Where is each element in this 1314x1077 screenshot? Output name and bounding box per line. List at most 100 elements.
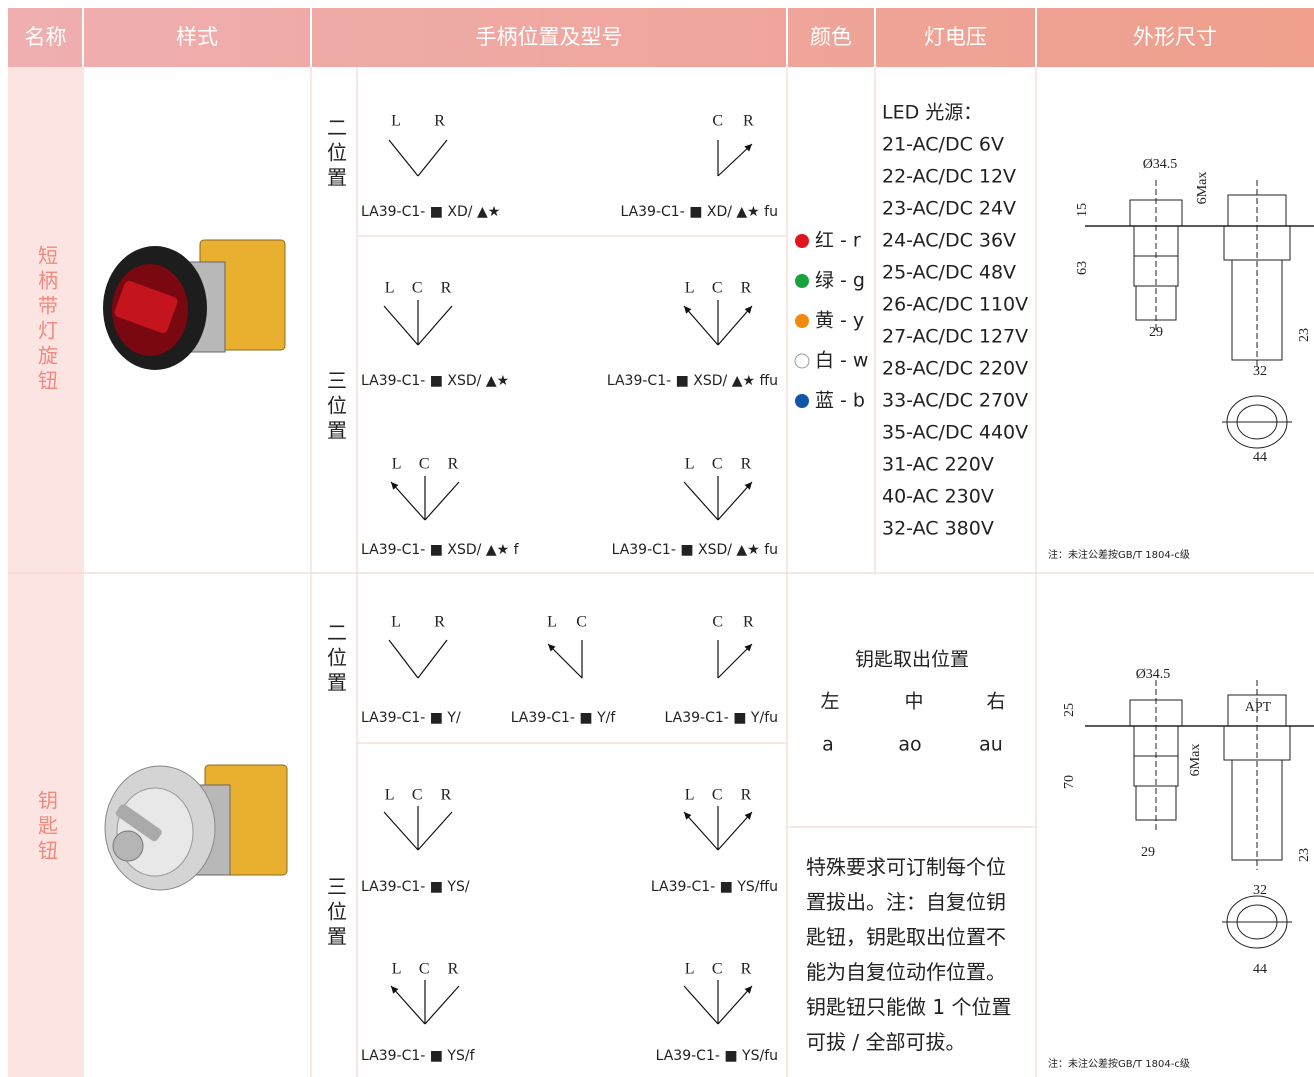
- name-column-bg: [8, 67, 82, 1077]
- knob-handle: [114, 280, 178, 334]
- diagram-arrow: [684, 306, 692, 314]
- diagram-line: [388, 639, 419, 679]
- diagram-line: [417, 811, 453, 851]
- color-dot: [794, 353, 810, 369]
- diagram-line: [717, 811, 753, 851]
- header-cell: 名称: [25, 25, 67, 49]
- model-code: LA39-C1- ■ YS/ffu: [651, 879, 778, 895]
- diagram-line: [717, 481, 753, 521]
- model-code: LA39-C1- ■ XSD/ ▲★: [361, 373, 509, 389]
- diagram-line: [717, 643, 753, 679]
- position-letters: L C R: [685, 787, 752, 804]
- model-code: LA39-C1- ■ YS/fu: [656, 1048, 778, 1064]
- color-dot: [795, 274, 809, 288]
- diagram-line: [388, 139, 419, 177]
- voltage-item: 26-AC/DC 110V: [882, 294, 1028, 316]
- diagram-arrow: [744, 306, 752, 314]
- position-label: 二位置: [324, 117, 348, 192]
- voltage-item: 21-AC/DC 6V: [882, 134, 1004, 156]
- dimension-label: 44: [1253, 962, 1267, 977]
- voltage-item: 27-AC/DC 127V: [882, 326, 1028, 348]
- dimension-label: APT: [1245, 700, 1272, 715]
- diagram-line: [717, 305, 753, 346]
- color-item: 白 - w: [815, 350, 868, 372]
- product-name: 短柄带灯旋钮: [35, 245, 59, 395]
- dimension-note: 注：未注公差按GB/T 1804-c级: [1048, 1057, 1190, 1070]
- dimension-label: 32: [1253, 364, 1267, 379]
- model-code: LA39-C1- ■ Y/: [361, 710, 461, 726]
- key-column: 右: [986, 691, 1005, 713]
- voltage-item: 28-AC/DC 220V: [882, 358, 1028, 380]
- key-column: 左: [820, 691, 839, 713]
- diagram-arrow: [744, 986, 752, 994]
- dimension-note: 注：未注公差按GB/T 1804-c级: [1048, 548, 1190, 561]
- position-letters: L C R: [685, 961, 752, 978]
- diagram-line: [683, 811, 719, 851]
- voltage-item: 23-AC/DC 24V: [882, 198, 1016, 220]
- color-dot: [795, 314, 809, 328]
- key-code: a: [822, 734, 834, 756]
- diagram-line: [683, 985, 719, 1025]
- dimension-label: Ø34.5: [1143, 157, 1178, 172]
- color-item: 绿 - g: [815, 270, 865, 292]
- position-letters: L R: [391, 614, 445, 631]
- diagram-line: [417, 139, 448, 177]
- model-code: LA39-C1- ■ XD/ ▲★: [361, 204, 500, 220]
- key-column: 中: [904, 691, 923, 713]
- model-code: LA39-C1- ■ Y/f: [511, 710, 617, 726]
- voltage-item: 31-AC 220V: [882, 454, 994, 476]
- diagram-line: [424, 481, 460, 521]
- special-note: 特殊要求可订制每个位置拔出。注：自复位钥匙钮，钥匙取出位置不能为自复位动作位置。…: [806, 855, 1012, 1054]
- dimension-label: 29: [1149, 325, 1163, 340]
- key-title: 钥匙取出位置: [855, 649, 969, 671]
- diagram-arrow: [744, 812, 752, 820]
- voltage-item: 25-AC/DC 48V: [882, 262, 1016, 284]
- position-letters: L C R: [385, 280, 452, 297]
- voltage-item: 24-AC/DC 36V: [882, 230, 1016, 252]
- position-label: 二位置: [324, 622, 348, 697]
- color-item: 黄 - y: [815, 310, 864, 332]
- voltage-item: 32-AC 380V: [882, 518, 994, 540]
- diagram-line: [383, 305, 419, 346]
- header-cell: 样式: [176, 25, 218, 49]
- dimension-label: 32: [1253, 883, 1267, 898]
- position-label: 三位置: [324, 370, 348, 445]
- position-letters: L C R: [685, 280, 752, 297]
- diagram-line: [547, 643, 583, 679]
- header-cell: 手柄位置及型号: [476, 25, 623, 49]
- color-item: 红 - r: [815, 230, 861, 252]
- diagram-arrow: [744, 644, 752, 652]
- diagram-line: [683, 305, 719, 346]
- dimension-label: 6Max: [1188, 744, 1203, 777]
- dimension-label: Ø34.5: [1136, 667, 1171, 682]
- diagram-arrow: [684, 812, 692, 820]
- dimension-label: 23: [1297, 848, 1312, 862]
- diagram-arrow: [391, 482, 399, 490]
- header-cell: 灯电压: [924, 25, 987, 49]
- dimension-label: 6Max: [1195, 172, 1210, 205]
- position-letters: L C R: [385, 787, 452, 804]
- position-letters: L R: [391, 113, 445, 130]
- position-letters: L C: [547, 614, 587, 631]
- dimension-label: 25: [1062, 703, 1077, 717]
- diagram-line: [390, 481, 426, 521]
- position-letters: L C R: [392, 961, 459, 978]
- dimension-label: 70: [1062, 775, 1077, 789]
- position-label: 三位置: [324, 876, 348, 951]
- dimension-label: 23: [1297, 328, 1312, 342]
- model-code: LA39-C1- ■ Y/fu: [665, 710, 779, 726]
- header-bg: [8, 8, 1314, 67]
- key-head: [112, 830, 144, 862]
- color-dot: [795, 234, 809, 248]
- diagram-arrow: [548, 644, 556, 652]
- diagram-line: [390, 985, 426, 1025]
- diagram-arrow: [744, 144, 752, 152]
- model-code: LA39-C1- ■ XSD/ ▲★ fu: [612, 542, 778, 558]
- header-cell: 外形尺寸: [1133, 25, 1217, 49]
- dimension-label: 29: [1141, 845, 1155, 860]
- header-cell: 颜色: [810, 25, 852, 49]
- model-code: LA39-C1- ■ XSD/ ▲★ ffu: [607, 373, 778, 389]
- diagram-line: [417, 305, 453, 346]
- diagram-line: [424, 985, 460, 1025]
